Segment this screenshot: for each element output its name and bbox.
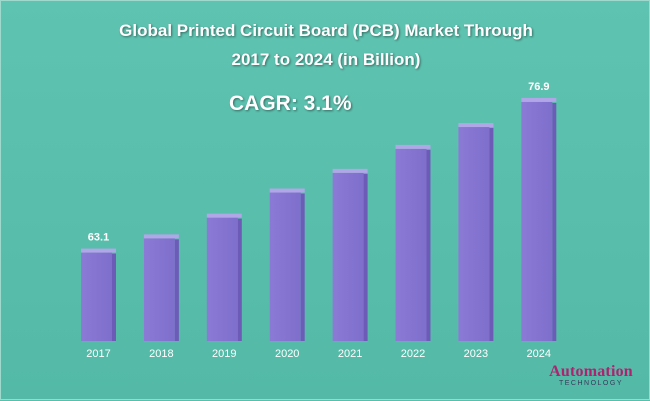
chart-title-line-2: 2017 to 2024 (in Billion) (231, 50, 421, 69)
data-label: 63.1 (88, 232, 109, 244)
bar-body (458, 127, 490, 342)
bar-top (81, 248, 116, 253)
logo-subtitle: TECHNOLOGY (558, 380, 623, 387)
x-tick-label: 2024 (527, 348, 551, 360)
bar-side (489, 128, 494, 341)
x-tick-label: 2023 (464, 348, 488, 360)
bar-top (143, 234, 179, 239)
x-tick-label: 2018 (149, 348, 173, 360)
bar-2018 (143, 234, 179, 341)
bar-2019 (206, 213, 242, 341)
bar-2017 (81, 248, 116, 341)
bar-body (143, 238, 175, 341)
x-tick-label: 2022 (401, 348, 425, 360)
bar-top (206, 213, 242, 218)
bar-side (112, 253, 116, 341)
x-tick-label: 2017 (86, 348, 110, 360)
bar-body (332, 172, 364, 341)
data-label: 76.9 (528, 81, 549, 93)
bar-body (521, 101, 553, 341)
bar-2024 (521, 97, 557, 341)
bar-top (332, 168, 368, 173)
bar-side (552, 102, 557, 341)
bar-top (458, 123, 494, 128)
bar-2021 (332, 168, 368, 341)
bar-2023 (458, 123, 494, 342)
bar-side (237, 218, 242, 341)
bar-top (521, 97, 557, 102)
company-logo: Automation TECHNOLOGY (537, 363, 645, 397)
bar-body (81, 252, 112, 341)
logo-wordmark: Automation (549, 363, 633, 380)
bar-body (206, 217, 238, 341)
bar-2022 (395, 144, 431, 341)
bar-side (363, 173, 368, 341)
chart-title-line-1: Global Printed Circuit Board (PCB) Marke… (119, 21, 533, 40)
bar-side (174, 239, 179, 341)
bar-top (395, 144, 431, 149)
x-tick-label: 2019 (212, 348, 236, 360)
cagr-annotation: CAGR: 3.1% (229, 92, 352, 115)
bar-body (395, 148, 427, 341)
bar-side (426, 149, 431, 341)
bar-2020 (269, 188, 305, 341)
bar-top (269, 188, 305, 193)
x-tick-label: 2020 (275, 348, 299, 360)
x-tick-label: 2021 (338, 348, 362, 360)
bar-side (300, 193, 305, 341)
bar-body (269, 192, 301, 341)
